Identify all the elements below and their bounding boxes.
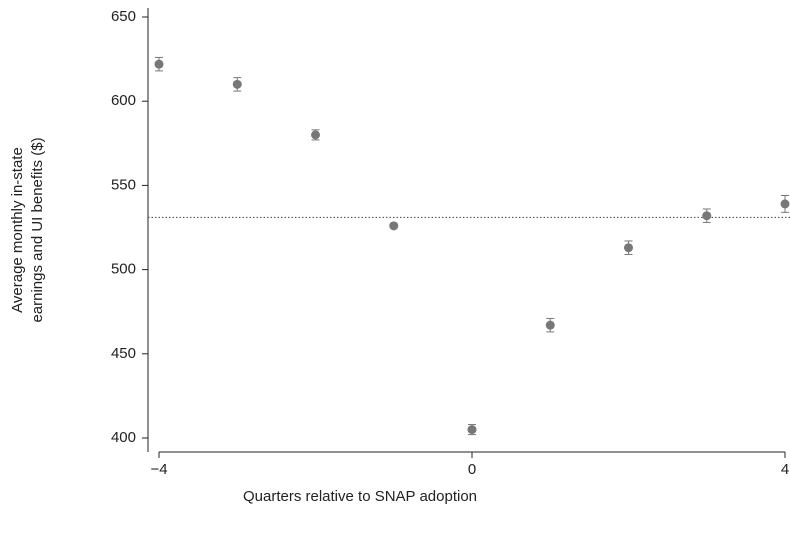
x-axis-label: Quarters relative to SNAP adoption (243, 488, 477, 505)
point (545, 320, 555, 330)
x-tick-label: 0 (468, 461, 476, 478)
y-tick-label: 600 (111, 92, 136, 109)
x-tick-label: −4 (150, 461, 167, 478)
point (232, 79, 242, 89)
point (624, 243, 633, 253)
y-tick-label: 400 (111, 429, 136, 446)
point (389, 221, 399, 231)
y-axis-label-line: Average monthly in-state (9, 147, 26, 313)
point (780, 199, 790, 209)
y-tick-label: 450 (111, 345, 136, 362)
point (154, 59, 164, 69)
x-tick-label: 4 (781, 461, 789, 478)
point (702, 211, 712, 221)
y-tick-label: 550 (111, 176, 136, 193)
y-axis-label-line: earnings and UI benefits ($) (29, 137, 46, 322)
y-axis-label: Average monthly in-state earnings and UI… (9, 137, 46, 322)
point (467, 425, 477, 435)
point (311, 130, 320, 140)
y-tick-label: 500 (111, 261, 136, 278)
y-tick-label: 650 (111, 8, 136, 25)
